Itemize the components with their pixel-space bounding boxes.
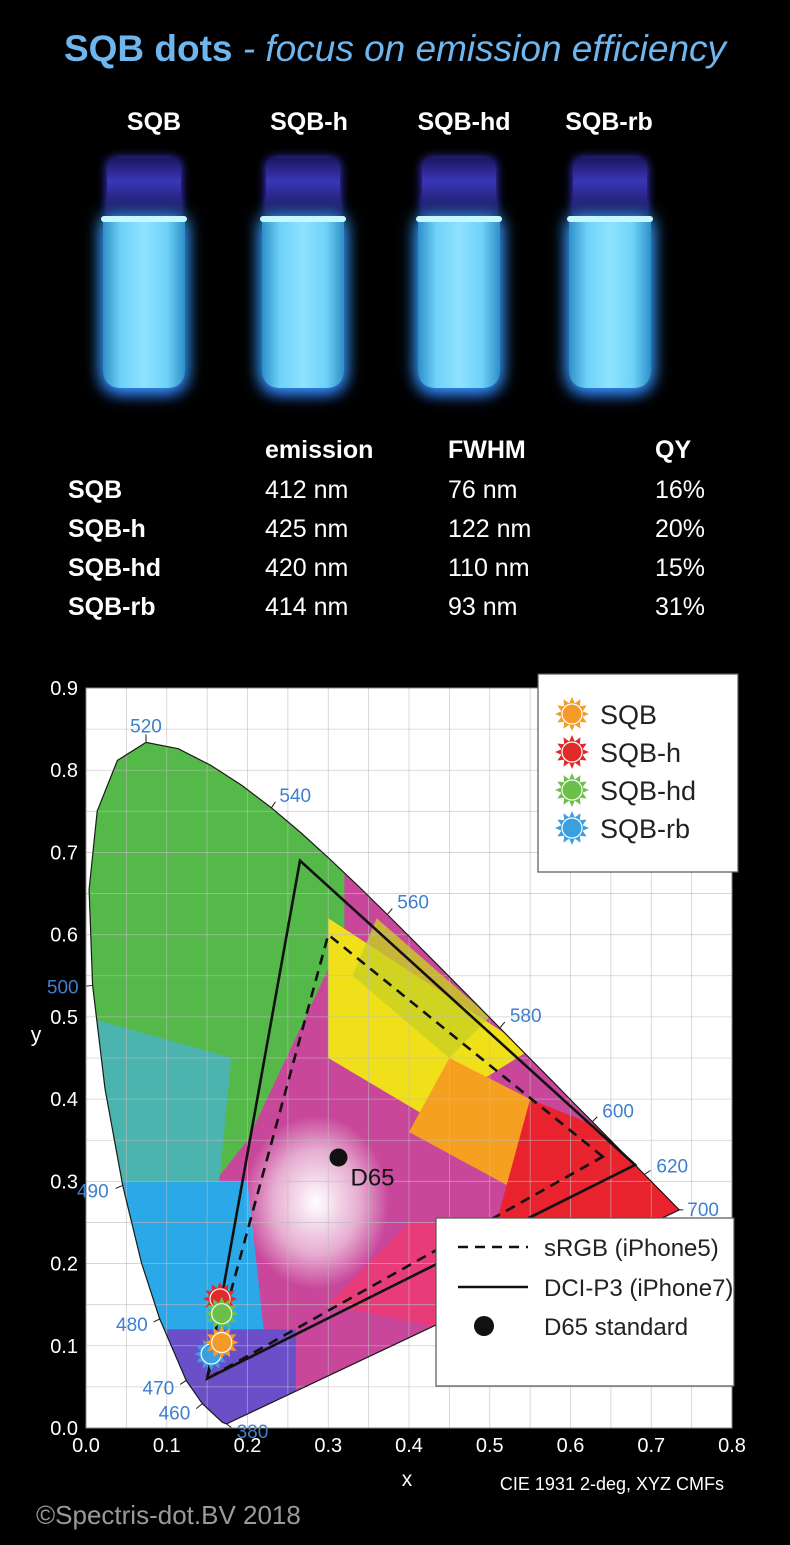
wavelength-tick-500 (85, 984, 93, 987)
vial-label-sqb-hd: SQB-hd (417, 108, 511, 136)
legend-entry-sqb-h: SQB-h (600, 738, 681, 768)
vial-photo-sqb-rb (567, 158, 653, 388)
wavelength-label-380: 380 (237, 1422, 269, 1443)
x-tick-label: 0.8 (718, 1435, 746, 1457)
legend-entry-sqb-hd: SQB-hd (600, 776, 696, 806)
wavelength-tick-480 (153, 1318, 160, 1323)
srgb-triangle (205, 932, 606, 1382)
table-header-emission: emission (265, 436, 374, 464)
wavelength-tick-470 (179, 1380, 187, 1385)
d65-label: D65 (351, 1164, 395, 1191)
y-tick-label: 0.4 (50, 1089, 78, 1111)
plot-frame (85, 687, 733, 1429)
wavelength-label-520: 520 (130, 716, 162, 737)
legend-entry-sqb: SQB (600, 700, 657, 730)
wavelength-label-490: 490 (77, 1181, 109, 1202)
title-italic: - focus on emission efficiency (242, 28, 727, 69)
y-tick-label: 0.2 (50, 1254, 78, 1276)
wavelength-label-700: 700 (687, 1200, 719, 1221)
y-tick-label: 0.8 (50, 760, 78, 782)
table-row-fwhm: 76 nm (448, 476, 518, 504)
page-title: SQB dots - focus on emission efficiency (0, 28, 790, 70)
y-tick-label: 0.0 (50, 1418, 78, 1440)
x-tick-label: 0.5 (476, 1435, 504, 1457)
wavelength-tick-560 (386, 908, 393, 915)
y-tick-label: 0.7 (50, 842, 78, 864)
wavelength-tick-540 (270, 801, 276, 809)
table-row-name: SQB-hd (68, 554, 162, 582)
wavelength-label-580: 580 (510, 1006, 542, 1027)
x-tick-label: 0.4 (395, 1435, 423, 1457)
table-row-qy: 16% (655, 476, 706, 504)
table-row-fwhm: 110 nm (448, 554, 530, 582)
legend-entry-dci-p3: DCI-P3 (iPhone7) (544, 1275, 733, 1302)
legend-entry-srgb: sRGB (iPhone5) (544, 1235, 719, 1262)
table-row-name: SQB (68, 476, 123, 504)
wavelength-label-600: 600 (602, 1102, 634, 1123)
table-row-qy: 20% (655, 515, 706, 543)
wavelength-label-480: 480 (116, 1315, 148, 1336)
vial-photo-sqb-hd (416, 158, 502, 388)
vial-label-sqb-rb: SQB-rb (565, 108, 653, 136)
x-axis-label: x (402, 1468, 413, 1491)
table-row-emission: 414 nm (265, 593, 349, 621)
y-axis-label: y (31, 1024, 42, 1047)
y-tick-label: 0.9 (50, 678, 78, 700)
x-tick-label: 0.1 (153, 1435, 181, 1457)
y-tick-label: 0.1 (50, 1336, 78, 1358)
table-row-qy: 31% (655, 593, 706, 621)
vial-photo-sqb-h (260, 158, 346, 388)
wavelength-label-540: 540 (279, 786, 311, 807)
vial-photo-sqb (101, 158, 187, 388)
d65-point (329, 1148, 348, 1167)
wavelength-tick-620 (644, 1170, 651, 1175)
table-header-qy: QY (655, 436, 692, 464)
table-row-emission: 425 nm (265, 515, 349, 543)
x-tick-label: 0.0 (72, 1435, 100, 1457)
table-row-emission: 412 nm (265, 476, 349, 504)
cie-chart: 380460470480490500520540560580600620700 … (31, 673, 746, 1494)
wavelength-tick-380 (226, 1423, 232, 1429)
wavelength-tick-460 (195, 1403, 203, 1409)
x-tick-label: 0.3 (314, 1435, 342, 1457)
y-tick-label: 0.3 (50, 1171, 78, 1193)
table-row-fwhm: 93 nm (448, 593, 518, 621)
wavelength-label-460: 460 (159, 1404, 191, 1425)
copyright: ©Spectris-dot.BV 2018 (36, 1500, 301, 1530)
wavelength-label-620: 620 (656, 1157, 688, 1178)
table-row-emission: 420 nm (265, 554, 349, 582)
y-tick-label: 0.5 (50, 1007, 78, 1029)
x-tick-label: 0.7 (637, 1435, 665, 1457)
x-tick-label: 0.2 (234, 1435, 262, 1457)
y-tick-label: 0.6 (50, 925, 78, 947)
wavelength-label-500: 500 (47, 977, 79, 998)
table-row-name: SQB-h (68, 515, 146, 543)
wavelength-tick-580 (499, 1021, 506, 1029)
wavelength-tick-600 (591, 1116, 598, 1123)
title-bold: SQB dots (63, 28, 233, 69)
table-row-qy: 15% (655, 554, 706, 582)
wavelength-label-470: 470 (143, 1378, 175, 1399)
wavelength-label-560: 560 (397, 893, 429, 914)
chart-note: CIE 1931 2-deg, XYZ CMFs (500, 1474, 724, 1494)
wavelength-tick-490 (115, 1184, 123, 1189)
table-row-name: SQB-rb (68, 593, 156, 621)
table-row-fwhm: 122 nm (448, 515, 532, 543)
dci-p3-triangle (205, 858, 638, 1381)
vial-label-sqb: SQB (126, 108, 182, 136)
legend-d65-dot (474, 1316, 494, 1336)
vial-label-sqb-h: SQB-h (270, 108, 348, 136)
x-tick-label: 0.6 (557, 1435, 585, 1457)
table-header-fwhm: FWHM (448, 436, 526, 464)
legend-entry-sqb-rb: SQB-rb (600, 814, 690, 844)
legend-reference (435, 1217, 735, 1387)
legend-entry-d65: D65 standard (544, 1314, 688, 1341)
